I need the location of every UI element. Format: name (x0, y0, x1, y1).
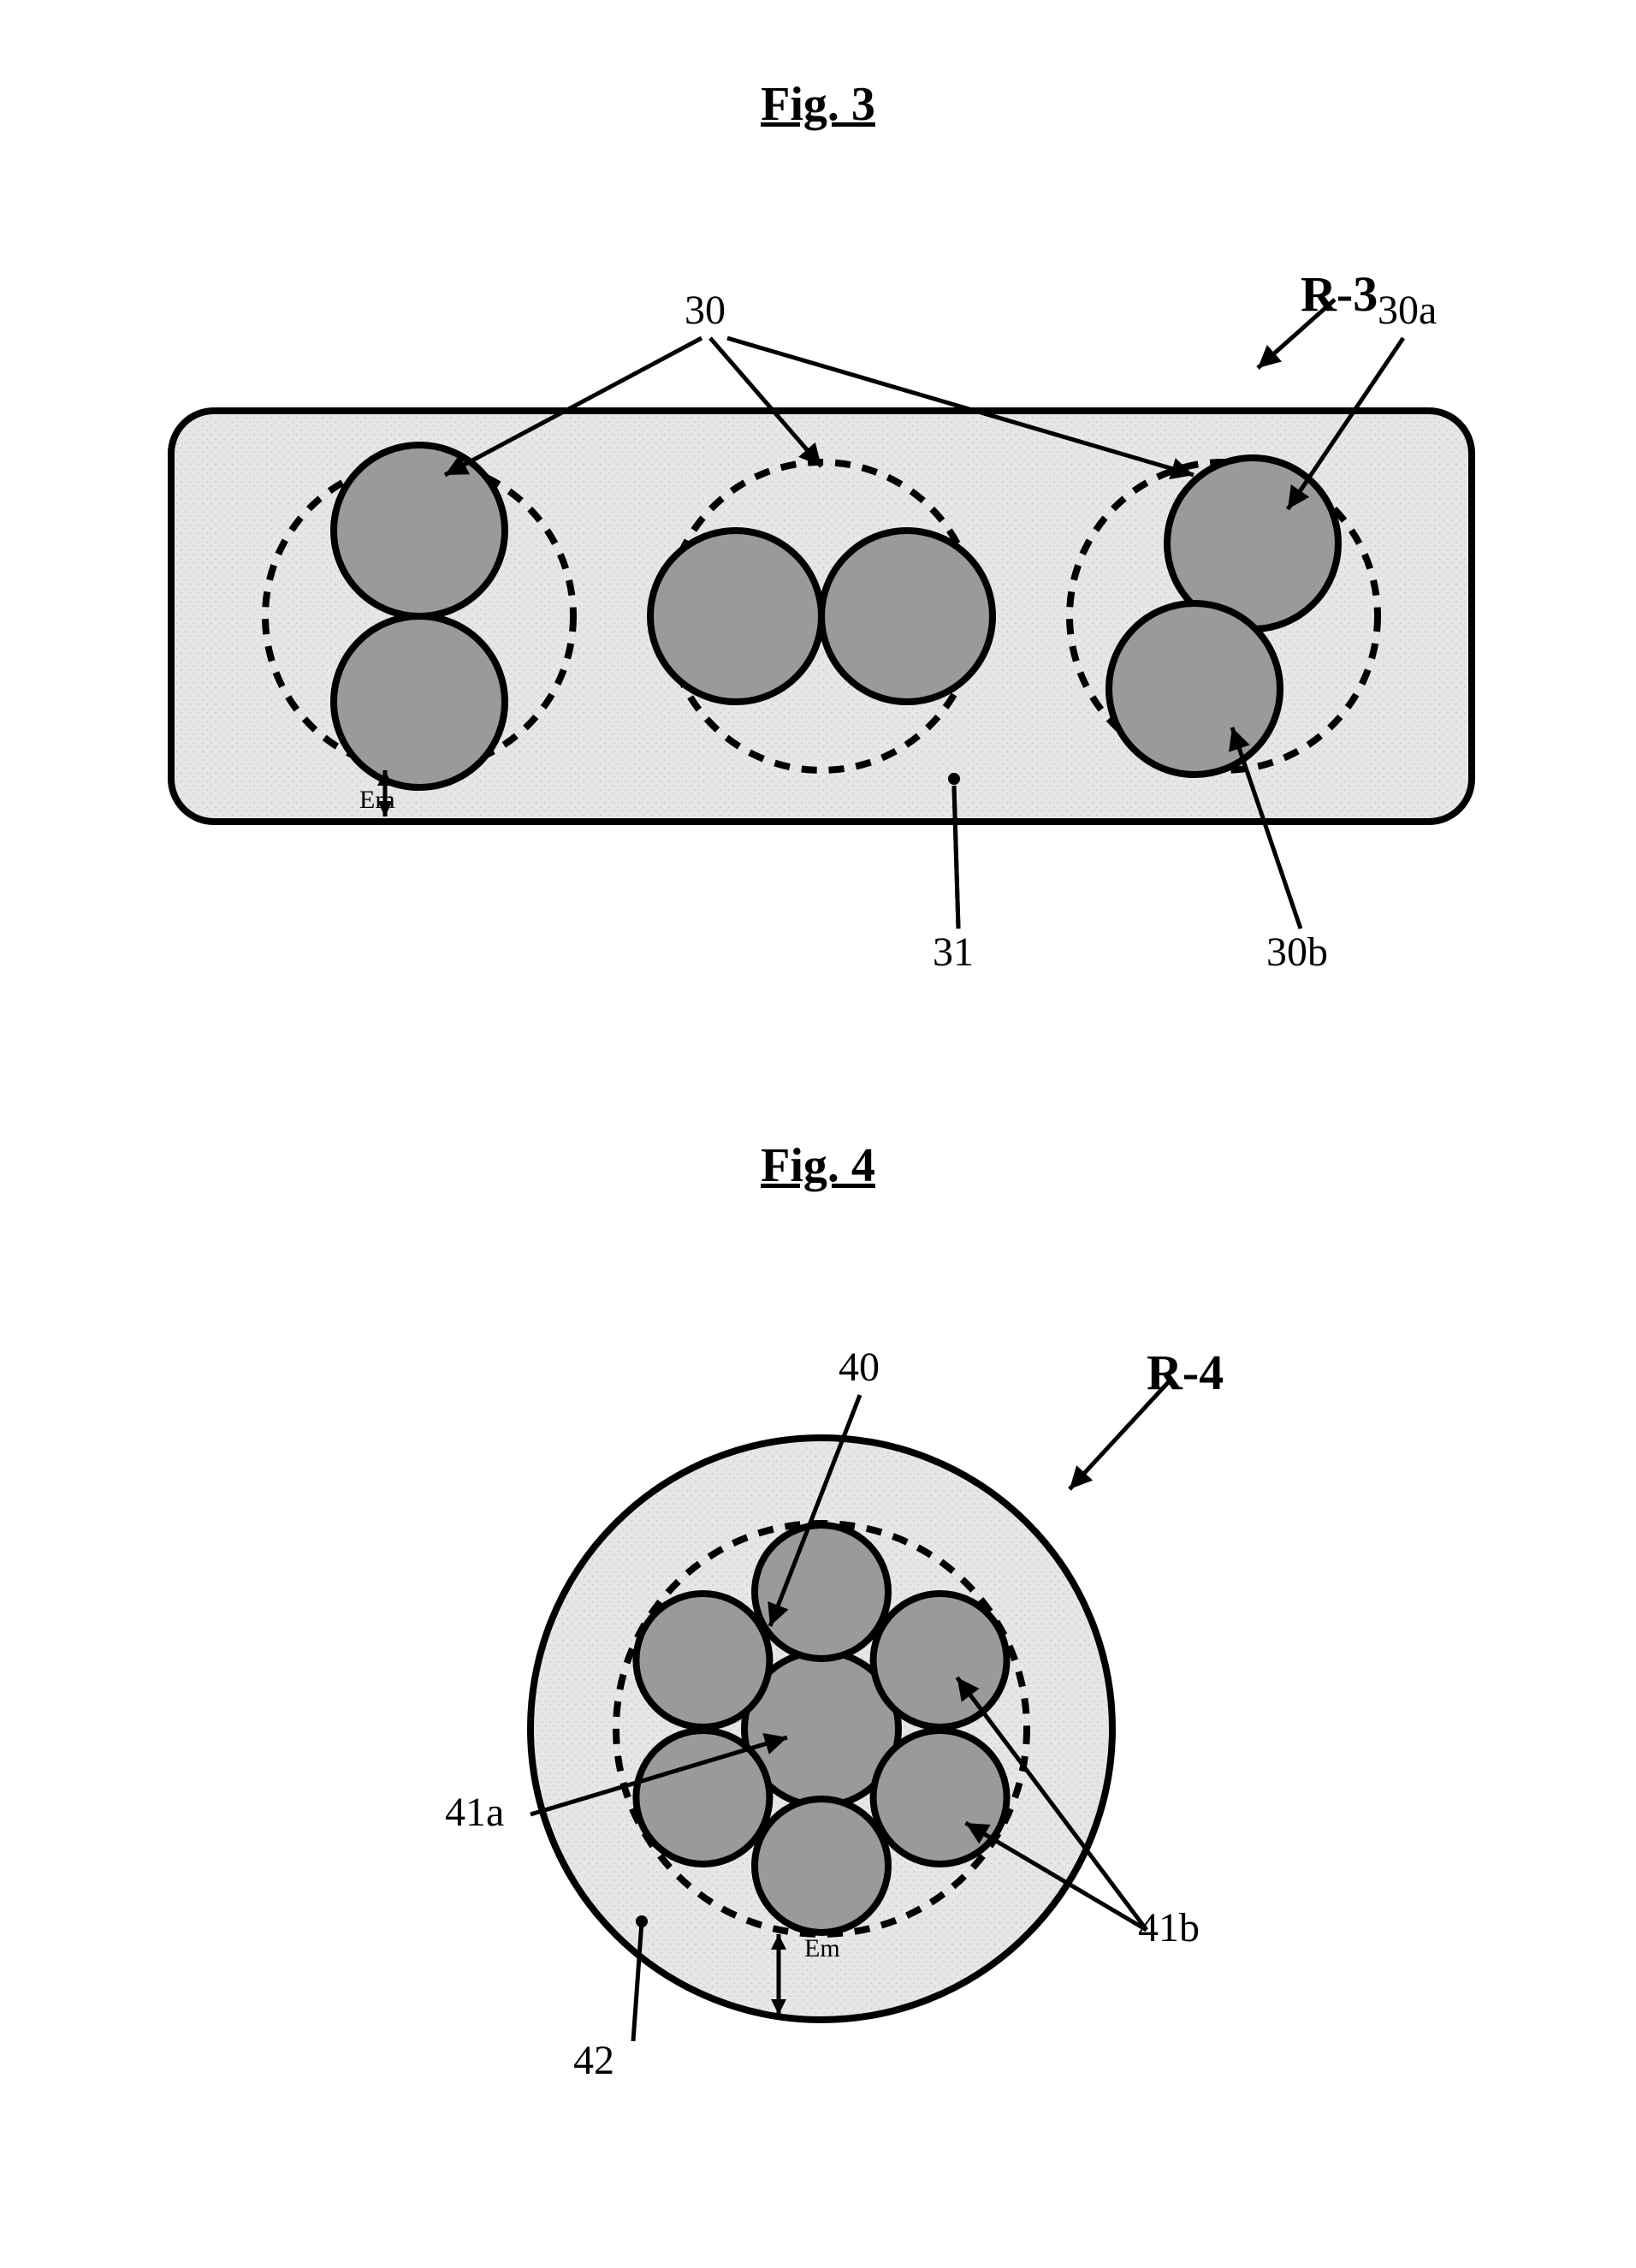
fig4-label-42: 42 (573, 2037, 614, 2084)
fig4-label-41b: 41b (1138, 1904, 1200, 1951)
fig4-diagram (0, 1155, 1636, 2268)
fig3-label-30a: 30a (1378, 287, 1437, 334)
fig4-label-40: 40 (839, 1344, 880, 1391)
fig3-label-31: 31 (933, 929, 974, 976)
fig3-diagram (0, 0, 1636, 984)
fig3-label-30: 30 (685, 287, 726, 334)
fig3-label-em: Em (359, 786, 395, 815)
fig3-label-30b: 30b (1266, 929, 1328, 976)
fig4-label-em: Em (804, 1934, 840, 1963)
page: Fig. 3 R-3 30 30a 31 30b Em Fig. 4 R-4 4… (0, 0, 1636, 2265)
fig4-label-41a: 41a (445, 1789, 504, 1836)
